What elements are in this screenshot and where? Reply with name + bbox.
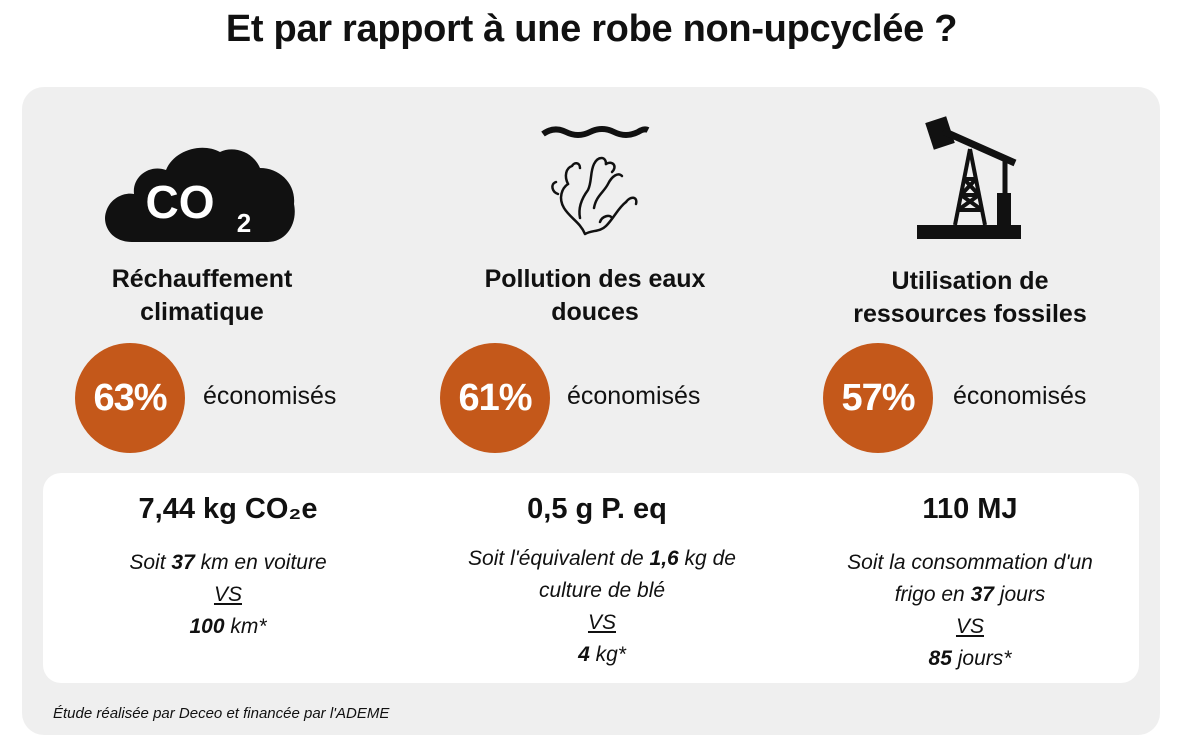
heading-freshwater: Pollution des eaux douces — [484, 265, 706, 326]
saved-label-freshwater: économisés — [567, 382, 701, 410]
percent-badge-climate: 63% — [75, 343, 185, 453]
percent-badge-fossil: 57% — [823, 343, 933, 453]
saved-label-climate: économisés — [203, 382, 337, 410]
desc-fossil: Soit la consommation d'un frigo en 37 jo… — [847, 551, 1093, 670]
saved-label-fossil: économisés — [953, 382, 1087, 410]
column-freshwater: Pollution des eaux douces 61% économisés — [415, 87, 775, 467]
column-fossil: Utilisation de ressources fossiles 57% é… — [790, 87, 1150, 467]
column-climate: CO 2 Réchauffement climatique 63% économ… — [22, 87, 382, 467]
heading-climate: Réchauffement climatique — [111, 265, 293, 326]
desc-freshwater: Soit l'équivalent de 1,6 kg de culture d… — [468, 547, 736, 666]
co2-cloud-icon: CO 2 — [22, 142, 382, 252]
desc-climate: Soit 37 km en voiture VS 100 km* — [129, 551, 327, 638]
figures-card: 7,44 kg CO₂e Soit 37 km en voiture VS 10… — [43, 473, 1139, 683]
comparison-panel: CO 2 Réchauffement climatique 63% économ… — [22, 87, 1160, 735]
stat-fossil: 110 MJ — [922, 493, 1018, 525]
page-title: Et par rapport à une robe non-upcyclée ? — [225, 8, 958, 50]
oil-pump-icon — [790, 115, 1150, 245]
heading-fossil: Utilisation de ressources fossiles — [853, 267, 1087, 328]
stat-freshwater: 0,5 g P. eq — [527, 493, 667, 525]
stat-climate: 7,44 kg CO₂e — [138, 493, 318, 525]
svg-text:2: 2 — [237, 208, 251, 238]
svg-text:CO: CO — [146, 176, 215, 228]
coral-water-icon — [415, 122, 775, 242]
footnote: Étude réalisée par Deceo et financée par… — [53, 705, 390, 722]
percent-badge-freshwater: 61% — [440, 343, 550, 453]
